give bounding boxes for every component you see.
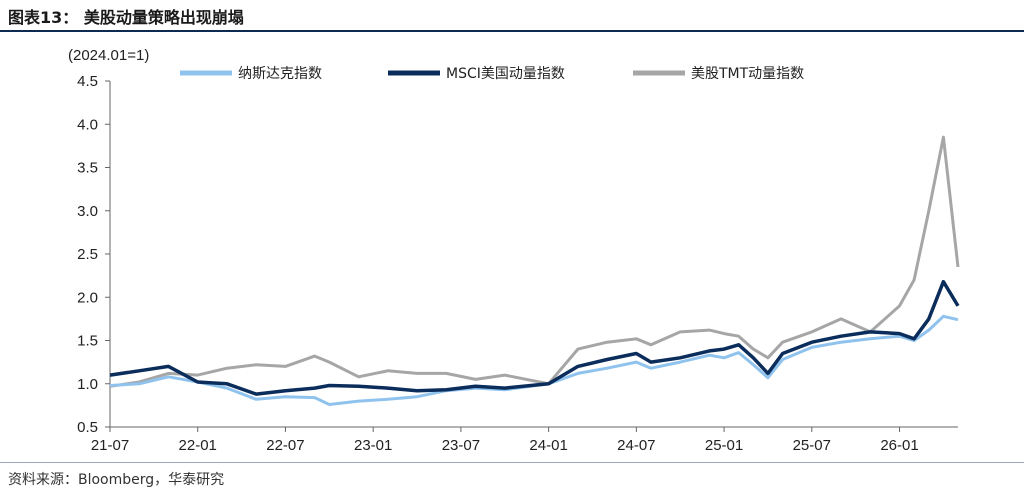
line-chart: 0.5 1.0 1.5 2.0 2.5 3.0 3.5 4.0 4.5 21-07 22-01 22… — [68, 47, 960, 454]
x-tick-label: 23-01 — [354, 437, 392, 454]
x-tick-label: 22-01 — [179, 437, 217, 454]
y-tick-label: 1.0 — [77, 376, 98, 393]
footer-divider — [0, 462, 1024, 463]
x-tick-label: 24-07 — [617, 437, 655, 454]
y-tick-label: 0.5 — [77, 419, 98, 436]
y-tick-label: 2.5 — [77, 246, 98, 263]
series-line-1 — [109, 314, 959, 406]
legend-label-1: 纳斯达克指数 — [238, 66, 322, 82]
y-tick-label: 4.5 — [77, 73, 98, 90]
y-tick-label: 3.0 — [77, 203, 98, 220]
title-divider — [0, 30, 1024, 32]
series-line-3 — [109, 135, 960, 388]
x-tick-label: 22-07 — [266, 437, 304, 454]
x-tick-label: 24-01 — [529, 437, 567, 454]
y-tick-label: 4.0 — [77, 116, 98, 133]
x-tick-label: 25-01 — [705, 437, 743, 454]
x-tick-label: 26-01 — [880, 437, 918, 454]
series-line-2 — [109, 279, 960, 396]
legend-label-2: MSCI美国动量指数 — [446, 66, 565, 82]
y-tick-label: 1.5 — [77, 333, 98, 350]
x-tick-label: 23-07 — [442, 437, 480, 454]
legend: 纳斯达克指数 MSCI美国动量指数 美股TMT动量指数 — [180, 66, 804, 82]
x-axis-ticks: 21-07 22-01 22-07 23-01 23-07 24-01 24-07 25-01… — [91, 427, 919, 454]
chart-title: 图表13： 美股动量策略出现崩塌 — [8, 8, 244, 27]
y-tick-label: 2.0 — [77, 289, 98, 306]
source-note: 资料来源：Bloomberg，华泰研究 — [8, 472, 225, 488]
x-tick-label: 25-07 — [793, 437, 831, 454]
y-unit-label: (2024.01=1) — [68, 47, 149, 64]
y-axis-ticks: 0.5 1.0 1.5 2.0 2.5 3.0 3.5 4.0 4.5 — [77, 73, 110, 436]
legend-label-3: 美股TMT动量指数 — [691, 66, 804, 82]
x-tick-label: 21-07 — [91, 437, 129, 454]
axes — [109, 81, 958, 428]
series-lines — [109, 135, 960, 406]
y-tick-label: 3.5 — [77, 160, 98, 177]
